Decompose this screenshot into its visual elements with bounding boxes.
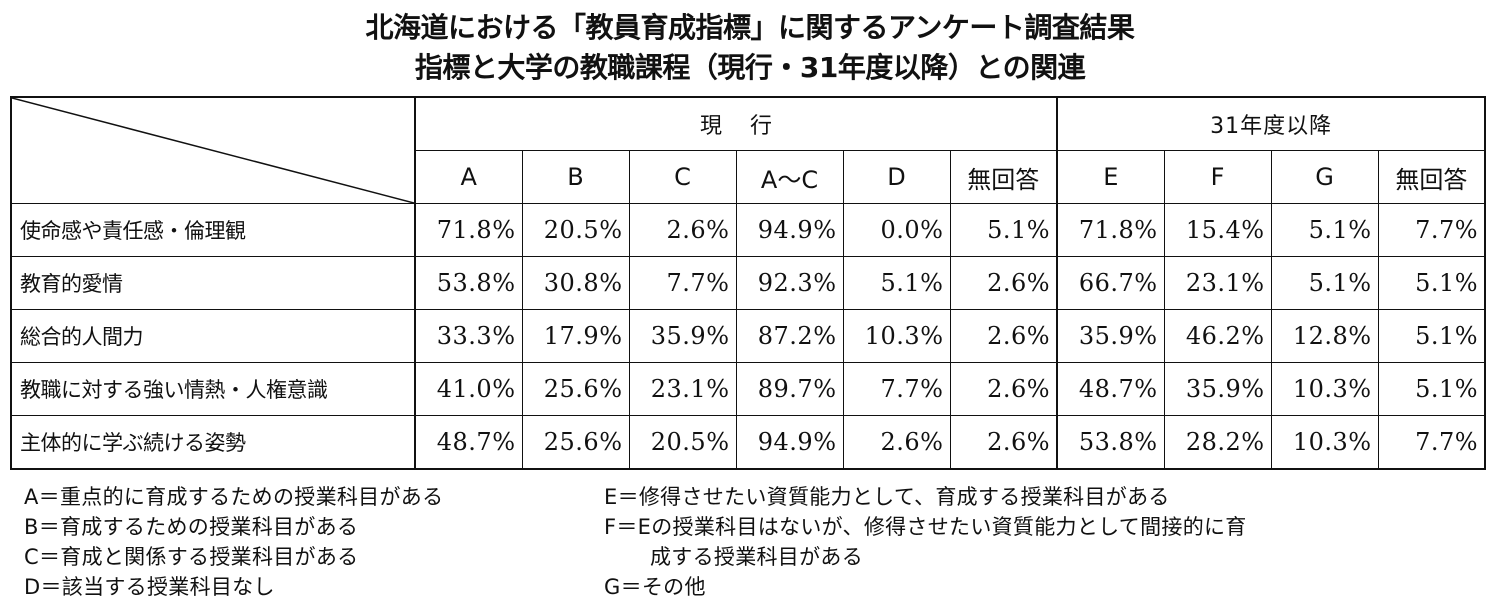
table-cell: 5.1%	[1377, 256, 1486, 310]
table-cell: 71.8%	[1056, 203, 1165, 257]
legend-note-f-continued: 成する授業科目がある	[650, 545, 863, 569]
table-cell: 5.1%	[1377, 309, 1486, 363]
table-cell: 46.2%	[1163, 309, 1272, 363]
table-cell: 94.9%	[735, 203, 844, 257]
page-subtitle: 指標と大学の教職課程（現行・31年度以降）との関連	[414, 51, 1086, 84]
table-cell: 2.6%	[949, 309, 1058, 363]
table-cell: 30.8%	[521, 256, 630, 310]
table-cell: 5.1%	[1270, 256, 1379, 310]
table-cell: 20.5%	[628, 415, 737, 470]
table-row: 主体的に学ぶ続ける姿勢 48.7% 25.6% 20.5% 94.9% 2.6%…	[10, 415, 1486, 470]
diagonal-line	[12, 98, 413, 203]
legend-notes-right: E＝修得させたい資質能力として、育成する授業科目がある F＝Eの授業科目はないが…	[604, 482, 1247, 602]
table-cell: 10.3%	[842, 309, 951, 363]
page-title: 北海道における「教員育成指標」に関するアンケート調査結果	[365, 11, 1135, 44]
table-cell: 23.1%	[628, 362, 737, 416]
table-cell: 17.9%	[521, 309, 630, 363]
row-label: 総合的人間力	[10, 309, 416, 363]
table-cell: 5.1%	[1270, 203, 1379, 257]
legend-note-d: D＝該当する授業科目なし	[24, 575, 275, 599]
table-cell: 48.7%	[414, 415, 523, 470]
col-header-a-c: A～C	[735, 150, 844, 204]
table-cell: 28.2%	[1163, 415, 1272, 470]
table-cell: 7.7%	[1377, 203, 1486, 257]
table-cell: 89.7%	[735, 362, 844, 416]
col-header-no-answer-current: 無回答	[949, 150, 1058, 204]
col-header-no-answer-future: 無回答	[1377, 150, 1486, 204]
table-cell: 20.5%	[521, 203, 630, 257]
table-cell: 7.7%	[628, 256, 737, 310]
col-header-d: D	[842, 150, 951, 204]
survey-results-table: 現行 31年度以降 A B C A～C D 無回答 E F G 無回答 使命感や…	[10, 96, 1487, 470]
table-cell: 2.6%	[628, 203, 737, 257]
table-cell: 48.7%	[1056, 362, 1165, 416]
table-cell: 2.6%	[949, 415, 1058, 470]
table-cell: 71.8%	[414, 203, 523, 257]
table-cell: 5.1%	[949, 203, 1058, 257]
table-cell: 7.7%	[842, 362, 951, 416]
table-cell: 35.9%	[628, 309, 737, 363]
table-cell: 53.8%	[414, 256, 523, 310]
legend-note-f: F＝Eの授業科目はないが、修得させたい資質能力として間接的に育	[604, 515, 1247, 539]
table-cell: 53.8%	[1056, 415, 1165, 470]
table-row: 総合的人間力 33.3% 17.9% 35.9% 87.2% 10.3% 2.6…	[10, 309, 1486, 363]
group-header-row: 現行 31年度以降	[10, 96, 1486, 204]
table-cell: 2.6%	[949, 256, 1058, 310]
row-label: 教職に対する強い情熱・人権意識	[10, 362, 416, 416]
legend-note-g: G＝その他	[604, 575, 706, 599]
group-header-future: 31年度以降	[1056, 96, 1486, 151]
table-cell: 15.4%	[1163, 203, 1272, 257]
table-cell: 41.0%	[414, 362, 523, 416]
table-cell: 12.8%	[1270, 309, 1379, 363]
table-cell: 10.3%	[1270, 415, 1379, 470]
row-label: 教育的愛情	[10, 256, 416, 310]
legend-notes-left: A＝重点的に育成するための授業科目がある B＝育成するための授業科目がある C＝…	[24, 482, 443, 602]
table-row: 教職に対する強い情熱・人権意識 41.0% 25.6% 23.1% 89.7% …	[10, 362, 1486, 416]
table-cell: 66.7%	[1056, 256, 1165, 310]
table-cell: 33.3%	[414, 309, 523, 363]
table-cell: 94.9%	[735, 415, 844, 470]
table-cell: 35.9%	[1163, 362, 1272, 416]
table-row: 教育的愛情 53.8% 30.8% 7.7% 92.3% 5.1% 2.6% 6…	[10, 256, 1486, 310]
corner-diagonal-cell	[10, 96, 416, 204]
col-header-g: G	[1270, 150, 1379, 204]
col-header-a: A	[414, 150, 523, 204]
column-header-row: A B C A～C D 無回答 E F G 無回答	[11, 150, 1486, 204]
col-header-b: B	[521, 150, 630, 204]
col-header-f: F	[1163, 150, 1272, 204]
table-row: 使命感や責任感・倫理観 71.8% 20.5% 2.6% 94.9% 0.0% …	[10, 203, 1486, 257]
table-cell: 25.6%	[521, 415, 630, 470]
legend-note-e: E＝修得させたい資質能力として、育成する授業科目がある	[604, 485, 1170, 509]
table-cell: 92.3%	[735, 256, 844, 310]
table-cell: 5.1%	[842, 256, 951, 310]
table-cell: 35.9%	[1056, 309, 1165, 363]
table-cell: 87.2%	[735, 309, 844, 363]
group-header-current: 現行	[414, 96, 1058, 151]
table-cell: 23.1%	[1163, 256, 1272, 310]
row-label: 使命感や責任感・倫理観	[10, 203, 416, 257]
col-header-c: C	[628, 150, 737, 204]
col-header-e: E	[1056, 150, 1165, 204]
table-cell: 25.6%	[521, 362, 630, 416]
legend-note-a: A＝重点的に育成するための授業科目がある	[24, 485, 444, 509]
table-cell: 0.0%	[842, 203, 951, 257]
row-label: 主体的に学ぶ続ける姿勢	[10, 415, 416, 470]
table-cell: 5.1%	[1377, 362, 1486, 416]
legend-note-c: C＝育成と関係する授業科目がある	[24, 545, 359, 569]
table-cell: 10.3%	[1270, 362, 1379, 416]
table-cell: 7.7%	[1377, 415, 1486, 470]
table-cell: 2.6%	[949, 362, 1058, 416]
table-cell: 2.6%	[842, 415, 951, 470]
legend-note-b: B＝育成するための授業科目がある	[24, 515, 359, 539]
